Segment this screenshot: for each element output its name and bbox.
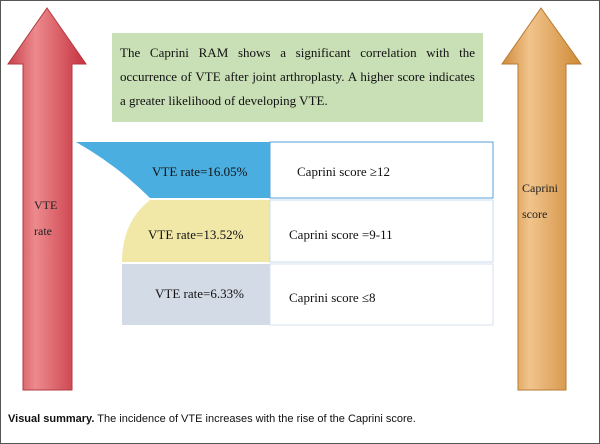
vte-rate-label-line1: VTE [34,198,58,212]
tier-low-rate: VTE rate=6.33% [155,286,244,301]
caption-bold: Visual summary. [8,413,95,425]
tier-low-score: Caprini score ≤8 [289,290,376,305]
tier-mid-funnel [122,200,270,262]
tier-high-score: Caprini score ≥12 [297,164,391,179]
summary-box: The Caprini RAM shows a significant corr… [112,33,483,122]
tier-low-score-box [269,263,494,326]
caprini-score-label: Caprini score [522,175,572,227]
caption-text: The incidence of VTE increases with the … [94,413,416,425]
tier-mid-score: Caprini score =9-11 [289,227,393,242]
caprini-score-arrow [501,7,582,391]
tier-low-funnel [122,264,270,325]
tier-high-rate: VTE rate=16.05% [152,164,248,179]
vte-rate-label-line2: rate [34,224,52,238]
vte-rate-label: VTE rate [34,192,74,244]
tier-high-funnel [76,142,270,198]
vte-rate-arrow [7,7,87,391]
tier-mid-score-box [269,199,494,263]
tier-mid-rate: VTE rate=13.52% [148,227,244,242]
tier-high-score-box [269,141,494,199]
caprini-score-label-line1: Caprini [522,181,558,195]
figure-caption: Visual summary. The incidence of VTE inc… [8,413,592,425]
caprini-score-label-line2: score [522,207,548,221]
